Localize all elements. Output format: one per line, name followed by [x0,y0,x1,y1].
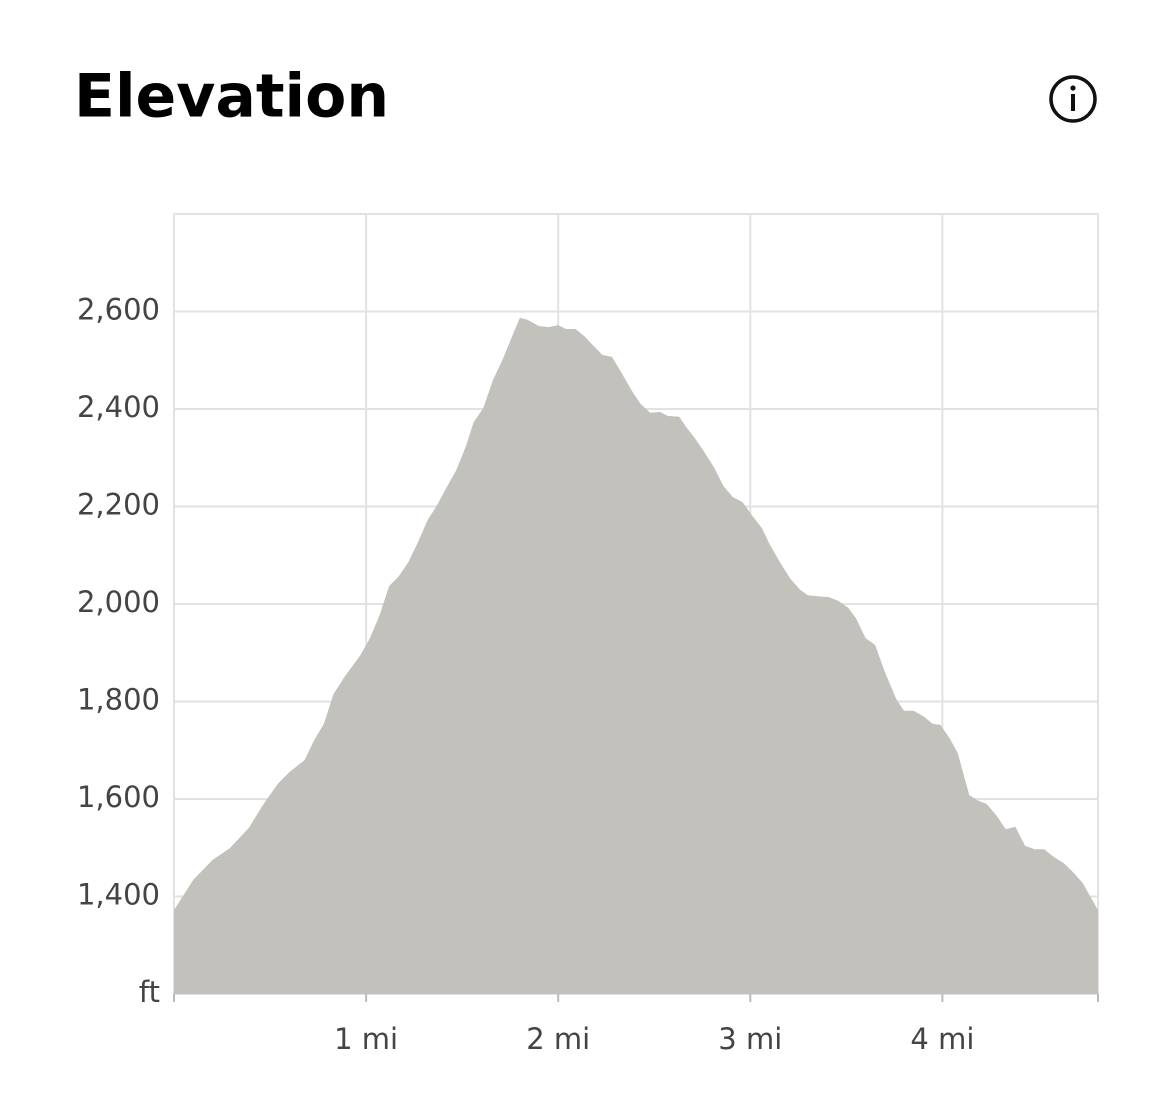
y-tick-label: 2,000 [77,585,160,619]
elevation-area [174,317,1098,994]
chart-title: Elevation [74,62,389,132]
y-tick-label: 1,400 [77,878,160,912]
y-unit-label: ft [139,975,160,1009]
y-tick-label: 1,600 [77,780,160,814]
x-tick-label: 3 mi [718,1022,782,1056]
info-icon[interactable] [1049,75,1097,123]
y-tick-label: 1,800 [77,683,160,717]
info-icon-dot [1070,85,1076,91]
y-tick-label: 2,600 [77,293,160,327]
x-tick-label: 4 mi [910,1022,974,1056]
info-button[interactable] [1049,75,1097,123]
x-tick-label: 1 mi [334,1022,398,1056]
y-tick-label: 2,400 [77,390,160,424]
info-icon-bar [1071,94,1075,111]
y-tick-label: 2,200 [77,488,160,522]
x-tick-label: 2 mi [526,1022,590,1056]
